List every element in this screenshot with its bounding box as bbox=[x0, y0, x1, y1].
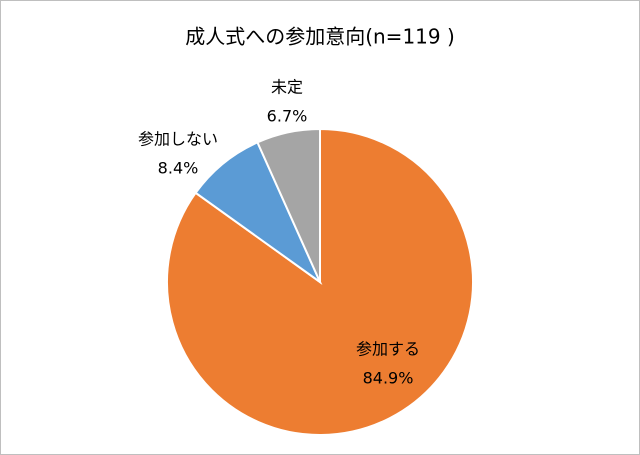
slice-label: 参加しない bbox=[138, 130, 218, 149]
slice-value-label: 6.7% bbox=[267, 107, 308, 126]
slice-value-label: 8.4% bbox=[158, 159, 199, 178]
pie-slice bbox=[256, 127, 321, 283]
chart-title: 成人式への参加意向(n=119 ) bbox=[185, 25, 455, 49]
slice-label: 参加する bbox=[356, 340, 420, 359]
slice-label: 未定 bbox=[271, 78, 303, 97]
slice-value-label: 84.9% bbox=[363, 369, 414, 388]
